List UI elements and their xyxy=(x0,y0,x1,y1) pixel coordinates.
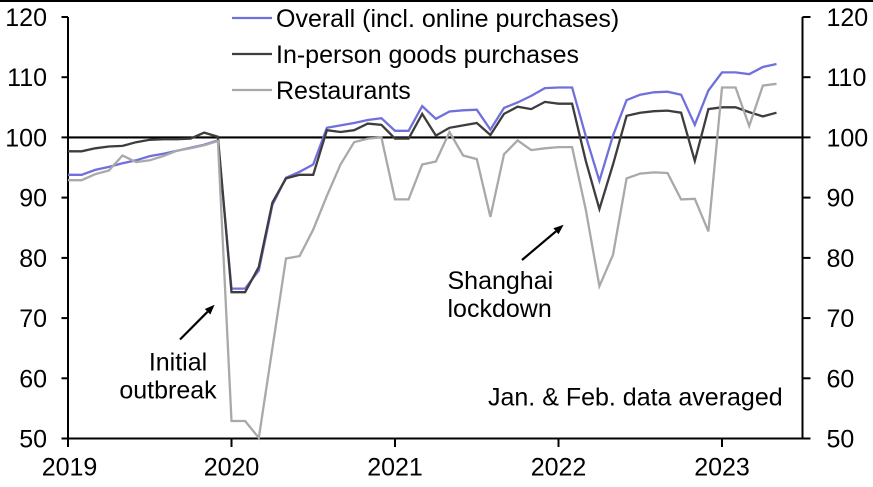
svg-text:Overall (incl. online purchase: Overall (incl. online purchases) xyxy=(276,5,619,33)
svg-text:50: 50 xyxy=(19,426,47,454)
svg-text:120: 120 xyxy=(827,4,869,32)
svg-text:60: 60 xyxy=(827,365,855,393)
svg-text:50: 50 xyxy=(827,426,855,454)
svg-text:80: 80 xyxy=(19,245,47,273)
svg-text:90: 90 xyxy=(827,185,855,213)
svg-text:2019: 2019 xyxy=(42,454,98,482)
svg-text:110: 110 xyxy=(827,64,867,92)
svg-text:Jan. & Feb. data averaged: Jan. & Feb. data averaged xyxy=(488,383,783,411)
svg-text:80: 80 xyxy=(827,245,855,273)
svg-text:100: 100 xyxy=(827,124,869,152)
svg-text:lockdown: lockdown xyxy=(448,295,552,323)
svg-text:Shanghai: Shanghai xyxy=(448,267,554,295)
svg-text:120: 120 xyxy=(5,4,47,32)
svg-text:2022: 2022 xyxy=(531,454,587,482)
svg-text:2020: 2020 xyxy=(204,454,260,482)
svg-text:60: 60 xyxy=(19,365,47,393)
svg-text:2021: 2021 xyxy=(367,454,423,482)
svg-text:2023: 2023 xyxy=(694,454,750,482)
svg-text:110: 110 xyxy=(7,64,47,92)
svg-text:In-person goods purchases: In-person goods purchases xyxy=(276,41,579,69)
svg-text:90: 90 xyxy=(19,185,47,213)
svg-text:70: 70 xyxy=(827,305,855,333)
svg-text:Restaurants: Restaurants xyxy=(276,77,411,105)
svg-text:100: 100 xyxy=(5,124,47,152)
svg-text:70: 70 xyxy=(19,305,47,333)
svg-text:outbreak: outbreak xyxy=(119,376,217,404)
svg-text:Initial: Initial xyxy=(149,349,207,377)
